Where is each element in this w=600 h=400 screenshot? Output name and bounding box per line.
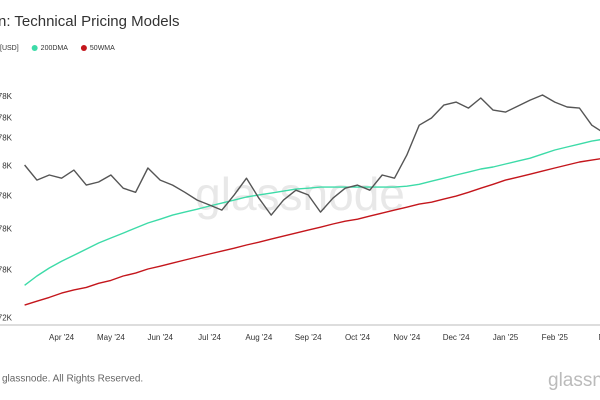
- y-tick-label: 78K: [0, 192, 13, 201]
- logo: glassn: [548, 370, 600, 391]
- watermark: glassnode: [195, 168, 405, 220]
- legend-label: 50WMA: [90, 45, 115, 52]
- y-tick-label: 78K: [0, 134, 13, 143]
- x-tick-label: Ma: [599, 333, 600, 342]
- chart-title: n: Technical Pricing Models: [0, 13, 179, 30]
- line-series: [24, 158, 600, 306]
- legend-label: 200DMA: [41, 45, 69, 52]
- x-tick-label: Nov '24: [393, 333, 420, 342]
- x-tick-label: Feb '25: [542, 333, 569, 342]
- y-tick-label: 78K: [0, 114, 13, 123]
- line-series: [24, 139, 600, 286]
- y-tick-label: 8K: [2, 161, 12, 170]
- y-tick-label: 72K: [0, 314, 13, 323]
- legend-label: [USD]: [0, 45, 19, 52]
- x-tick-label: Jan '25: [493, 333, 519, 342]
- footer: glassnode. All Rights Reserved.: [2, 374, 143, 385]
- x-tick-label: Sep '24: [295, 333, 322, 342]
- y-tick-label: 78K: [0, 225, 13, 234]
- x-tick-label: Jun '24: [147, 333, 173, 342]
- line-series: [24, 94, 600, 216]
- x-tick-label: May '24: [97, 333, 125, 342]
- legend-marker: [80, 45, 87, 51]
- x-tick-label: Oct '24: [345, 333, 371, 342]
- x-tick-label: Dec '24: [443, 333, 470, 342]
- y-tick-label: 78K: [0, 266, 13, 275]
- x-tick-label: Apr '24: [49, 333, 75, 342]
- y-tick-label: 78K: [0, 92, 13, 101]
- x-tick-label: Aug '24: [245, 333, 272, 342]
- legend-marker: [31, 45, 38, 51]
- x-tick-label: Jul '24: [198, 333, 221, 342]
